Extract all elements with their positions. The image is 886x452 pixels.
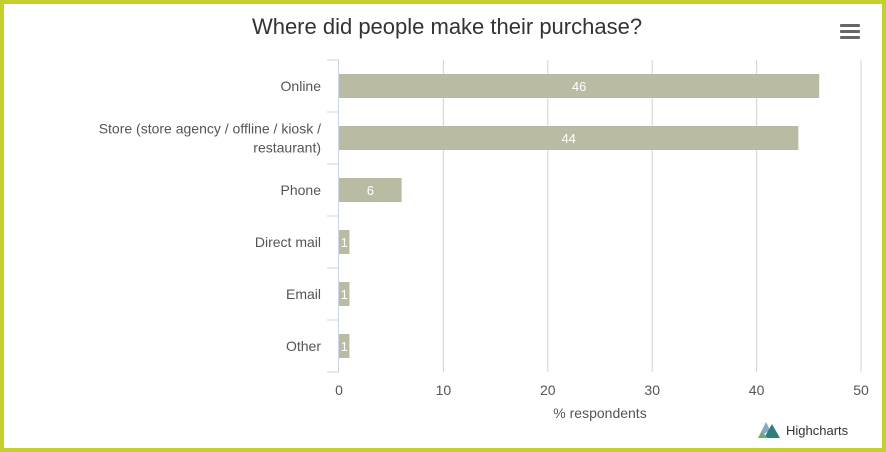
chart-title: Where did people make their purchase? bbox=[251, 14, 643, 39]
category-label: Phone bbox=[281, 182, 322, 198]
credits-text: Highcharts bbox=[786, 422, 849, 438]
category-label: Online bbox=[281, 78, 322, 94]
data-label: 44 bbox=[561, 131, 575, 146]
x-tick-label: 10 bbox=[436, 382, 452, 398]
bar bbox=[339, 334, 350, 358]
x-tick-label: 30 bbox=[644, 382, 660, 398]
bar bbox=[339, 230, 350, 254]
x-axis-title: % respondents bbox=[553, 405, 646, 421]
category-label: Store (store agency / offline / kiosk / r… bbox=[99, 121, 321, 156]
category-label: Other bbox=[286, 338, 321, 354]
data-label: 1 bbox=[341, 287, 348, 302]
category-label: Direct mail bbox=[255, 234, 321, 250]
x-tick-label: 50 bbox=[853, 382, 869, 398]
credits-link[interactable]: Highcharts bbox=[758, 420, 848, 440]
category-label: Email bbox=[286, 286, 321, 302]
data-label: 46 bbox=[572, 79, 586, 94]
bar bbox=[339, 178, 402, 202]
bar bbox=[339, 126, 799, 150]
highcharts-logo-icon bbox=[758, 422, 780, 438]
x-tick-label: 40 bbox=[749, 382, 765, 398]
data-label: 1 bbox=[341, 235, 348, 250]
data-label: 1 bbox=[341, 339, 348, 354]
x-tick-label: 0 bbox=[335, 382, 343, 398]
bar bbox=[339, 282, 350, 306]
chart-menu-button[interactable] bbox=[836, 20, 864, 44]
data-label: 6 bbox=[367, 183, 374, 198]
bar bbox=[339, 74, 820, 98]
hamburger-menu-icon bbox=[840, 24, 860, 27]
x-tick-label: 20 bbox=[540, 382, 556, 398]
